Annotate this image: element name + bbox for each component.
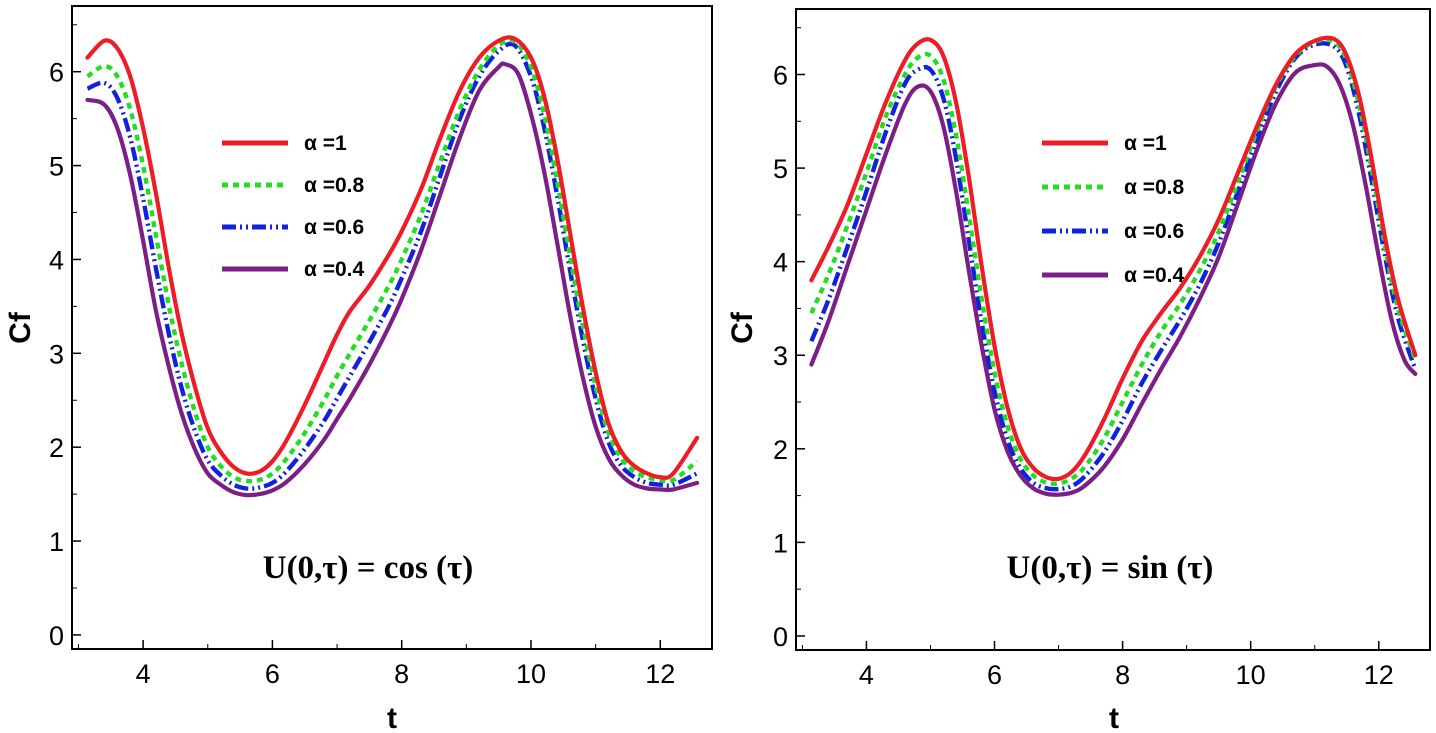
y-tick-label-left-5: 5 bbox=[49, 152, 64, 182]
x-axis-title-left: t bbox=[387, 702, 397, 733]
y-tick-label-left-0: 0 bbox=[49, 621, 64, 651]
plot-frame-left bbox=[71, 5, 713, 650]
x-tick-label-left-3: 10 bbox=[516, 659, 546, 689]
y-tick-label-right-2: 2 bbox=[773, 435, 788, 465]
x-tick-label-right-4: 12 bbox=[1364, 660, 1394, 690]
x-tick-label-right-1: 6 bbox=[987, 660, 1002, 690]
y-tick-label-right-6: 6 bbox=[773, 61, 788, 91]
curves-left bbox=[85, 35, 700, 498]
legend-left: α =1 α =0.8 α =0.6 α =0.4 bbox=[222, 132, 365, 281]
y-tick-label-right-1: 1 bbox=[773, 528, 788, 558]
annotation-left: U(0,τ) = cos (τ) bbox=[263, 550, 474, 586]
series-line-left-2 bbox=[86, 41, 699, 491]
series-line-right-3 bbox=[809, 62, 1418, 497]
x-tick-label-right-3: 10 bbox=[1236, 660, 1266, 690]
series-line-right-0 bbox=[809, 35, 1418, 482]
legend-right: α =1 α =0.8 α =0.6 α =0.4 bbox=[1042, 132, 1185, 287]
legend-label-right-0: α =1 bbox=[1124, 132, 1167, 155]
series-line-right-2 bbox=[809, 41, 1418, 492]
x-tick-label-right-0: 4 bbox=[859, 660, 874, 690]
y-tick-label-left-1: 1 bbox=[49, 527, 64, 557]
legend-label-left-2: α =0.6 bbox=[304, 216, 364, 239]
y-tick-label-left-3: 3 bbox=[49, 339, 64, 369]
y-tick-label-left-6: 6 bbox=[49, 58, 64, 88]
legend-label-right-1: α =0.8 bbox=[1124, 176, 1185, 199]
x-tick-label-right-2: 8 bbox=[1115, 660, 1130, 690]
y-tick-label-right-4: 4 bbox=[773, 248, 788, 278]
y-tick-label-right-0: 0 bbox=[773, 622, 788, 652]
x-tick-label-left-4: 12 bbox=[645, 659, 675, 689]
x-tick-label-left-2: 8 bbox=[394, 659, 409, 689]
y-tick-label-right-3: 3 bbox=[773, 341, 788, 371]
series-line-left-0 bbox=[85, 35, 700, 480]
plot-frame-right bbox=[795, 8, 1431, 651]
legend-label-left-1: α =0.8 bbox=[304, 174, 365, 197]
y-tick-label-left-4: 4 bbox=[49, 245, 64, 275]
curves-right bbox=[809, 35, 1418, 497]
y-axis-title-left: Cf bbox=[4, 311, 37, 344]
annotation-right: U(0,τ) = sin (τ) bbox=[1007, 550, 1214, 586]
y-tick-label-right-5: 5 bbox=[773, 154, 788, 184]
series-line-right-1 bbox=[809, 37, 1418, 486]
series-line-left-1 bbox=[86, 37, 699, 484]
y-tick-label-left-2: 2 bbox=[49, 433, 64, 463]
legend-label-right-2: α =0.6 bbox=[1124, 220, 1184, 243]
legend-label-right-3: α =0.4 bbox=[1124, 264, 1185, 287]
legend-label-left-3: α =0.4 bbox=[304, 258, 365, 281]
series-line-left-3 bbox=[85, 61, 700, 498]
legend-label-left-0: α =1 bbox=[304, 132, 347, 155]
x-tick-label-left-0: 4 bbox=[136, 659, 151, 689]
y-axis-title-right: Cf bbox=[726, 311, 759, 344]
x-axis-title-right: t bbox=[1109, 702, 1119, 733]
x-tick-label-left-1: 6 bbox=[265, 659, 280, 689]
